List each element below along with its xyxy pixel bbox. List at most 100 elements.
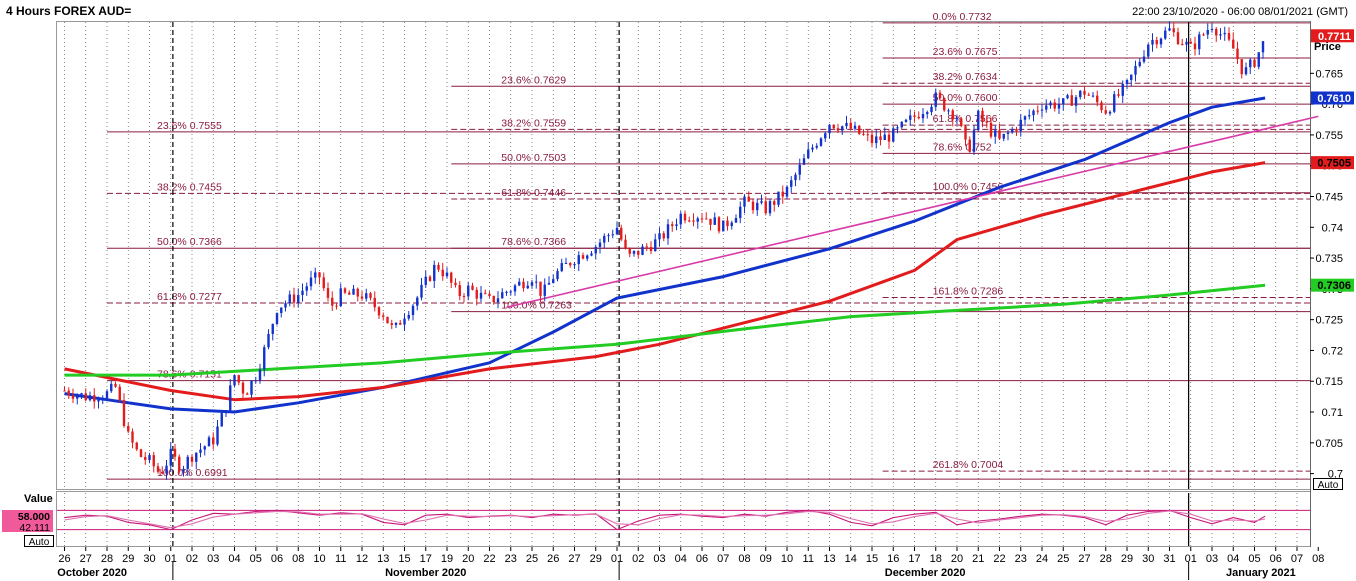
date-tick-label: 12 bbox=[356, 553, 368, 565]
candle-body bbox=[1223, 32, 1226, 35]
candle-body bbox=[866, 134, 869, 136]
price-tick-label: 0.755 bbox=[1315, 130, 1343, 142]
candle-body bbox=[1049, 102, 1052, 106]
candle-body bbox=[1074, 97, 1078, 106]
candle-body bbox=[1155, 39, 1158, 45]
candle-body bbox=[1219, 34, 1222, 36]
candle-body bbox=[161, 471, 164, 474]
candle-body bbox=[182, 468, 185, 472]
candle-body bbox=[921, 114, 925, 119]
candle-body bbox=[1121, 83, 1124, 96]
candle-body bbox=[594, 246, 597, 254]
candle-body bbox=[811, 147, 814, 150]
date-tick-label: 29 bbox=[590, 553, 602, 565]
date-tick-label: 17 bbox=[420, 553, 432, 565]
candle-body bbox=[1147, 44, 1150, 57]
date-tick-label: 27 bbox=[568, 553, 580, 565]
candle-body bbox=[832, 124, 835, 129]
candle-body bbox=[598, 242, 602, 247]
candle-body bbox=[1181, 44, 1184, 46]
price-badge-label: 0.7610 bbox=[1317, 93, 1351, 105]
fib-level-label: 50.0% 0.7600 bbox=[933, 92, 998, 104]
candle-body bbox=[862, 133, 865, 135]
candle-body bbox=[1244, 67, 1248, 75]
candle-body bbox=[985, 121, 988, 123]
candle-body bbox=[764, 201, 767, 214]
date-tick-label: 03 bbox=[1206, 553, 1218, 565]
candle-body bbox=[271, 324, 274, 334]
candle-body bbox=[348, 292, 351, 295]
date-tick-label: 01 bbox=[165, 553, 177, 565]
candle-body bbox=[654, 239, 657, 252]
main-panel-frame bbox=[56, 21, 1311, 490]
fib-level-label: 23.6% 0.7675 bbox=[933, 46, 998, 58]
date-tick-label: 06 bbox=[1270, 553, 1282, 565]
fib-level-label: 50.0% 0.7366 bbox=[157, 236, 222, 248]
date-tick-label: 21 bbox=[972, 553, 984, 565]
candle-body bbox=[343, 288, 347, 293]
month-label: January 2021 bbox=[1226, 567, 1296, 579]
candle-body bbox=[909, 115, 912, 120]
price-axis-label: Price bbox=[1314, 41, 1341, 53]
candle-body bbox=[462, 296, 466, 298]
candle-body bbox=[488, 293, 491, 296]
candle-body bbox=[819, 138, 823, 146]
candle-body bbox=[471, 285, 474, 290]
candle-body bbox=[815, 145, 818, 148]
candle-body bbox=[322, 277, 325, 289]
candle-body bbox=[526, 285, 529, 289]
candle-body bbox=[97, 399, 100, 402]
price-auto-label: Auto bbox=[1318, 480, 1339, 491]
candle-body bbox=[1057, 104, 1061, 109]
candle-body bbox=[369, 293, 372, 298]
candle-body bbox=[883, 134, 886, 141]
date-tick-label: 30 bbox=[1142, 553, 1154, 565]
candle-body bbox=[416, 297, 419, 306]
date-tick-label: 14 bbox=[845, 553, 857, 565]
candle-body bbox=[1206, 30, 1209, 35]
month-label: December 2020 bbox=[885, 567, 966, 579]
candle-body bbox=[305, 286, 308, 291]
fib-level-label: 0.0% 0.7732 bbox=[933, 11, 992, 23]
candle-body bbox=[241, 382, 245, 394]
candle-body bbox=[955, 118, 959, 120]
price-tick-label: 0.735 bbox=[1315, 253, 1343, 265]
oscillator-value-1: 58.000 bbox=[18, 511, 50, 523]
candle-body bbox=[645, 246, 648, 248]
sub-panel-label: Value bbox=[24, 493, 53, 505]
candle-body bbox=[1113, 94, 1116, 112]
candle-body bbox=[964, 126, 967, 140]
candle-body bbox=[624, 239, 627, 249]
date-tick-label: 26 bbox=[58, 553, 70, 565]
oscillator-line-1 bbox=[64, 509, 1266, 531]
candle-body bbox=[717, 217, 721, 232]
candle-body bbox=[178, 456, 181, 472]
candle-body bbox=[713, 217, 716, 225]
candle-body bbox=[1172, 28, 1175, 33]
candle-body bbox=[768, 201, 772, 214]
date-tick-label: 13 bbox=[377, 553, 389, 565]
date-tick-label: 24 bbox=[1036, 553, 1048, 565]
candle-body bbox=[110, 383, 113, 392]
fib-level-label: 100.0% 0.7263 bbox=[501, 300, 572, 312]
candle-body bbox=[1215, 28, 1218, 36]
price-tick-label: 0.7 bbox=[1328, 469, 1343, 481]
candle-body bbox=[275, 312, 279, 325]
candle-body bbox=[522, 281, 525, 289]
candle-body bbox=[1159, 38, 1163, 45]
candle-body bbox=[152, 455, 155, 467]
candle-body bbox=[1006, 132, 1010, 134]
candle-body bbox=[118, 386, 121, 401]
candle-body bbox=[530, 282, 534, 286]
candle-body bbox=[1168, 28, 1171, 31]
candle-body bbox=[603, 236, 606, 243]
candle-body bbox=[1100, 102, 1103, 111]
candle-body bbox=[1083, 90, 1086, 95]
sub-panel-frame bbox=[56, 491, 1311, 547]
candle-body bbox=[229, 385, 232, 411]
candle-body bbox=[437, 264, 440, 270]
candle-body bbox=[122, 400, 126, 426]
fib-level-label: 161.8% 0.7286 bbox=[933, 285, 1004, 297]
